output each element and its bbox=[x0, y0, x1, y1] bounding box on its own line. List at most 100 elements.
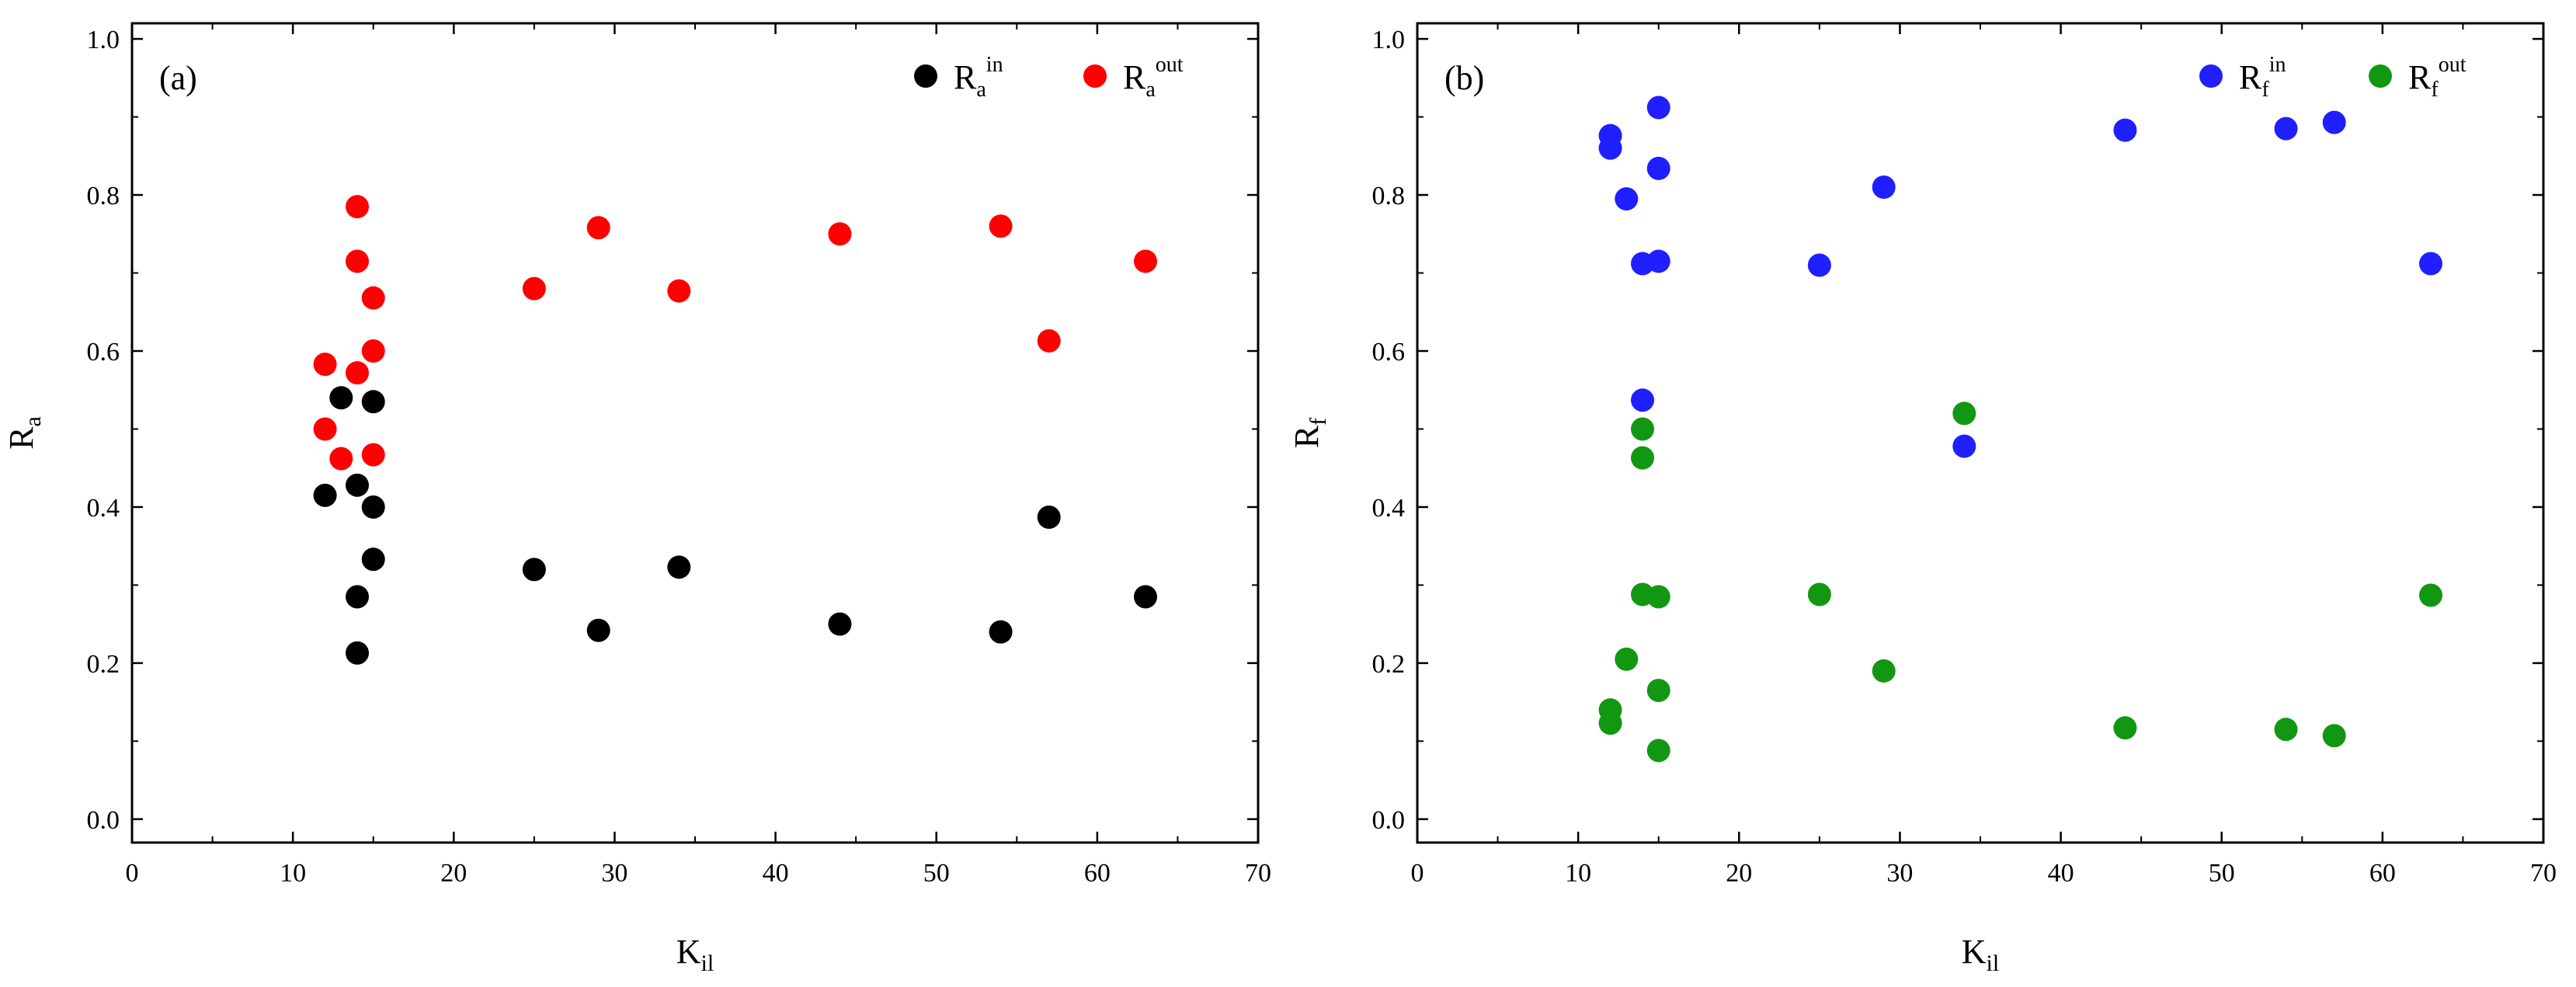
legend-marker bbox=[2199, 64, 2223, 88]
data-point-ra-out bbox=[1134, 249, 1157, 273]
data-point-rf-in bbox=[1646, 249, 1670, 273]
data-point-rf-in bbox=[1646, 156, 1670, 180]
data-point-rf-out bbox=[1872, 659, 1896, 683]
legend-label: Raout bbox=[1123, 53, 1184, 102]
data-point-ra-in bbox=[361, 495, 385, 519]
data-point-ra-out bbox=[313, 353, 337, 377]
legend-label: Rfin bbox=[2239, 53, 2286, 102]
data-point-ra-in bbox=[313, 483, 337, 507]
data-point-ra-in bbox=[828, 612, 852, 636]
x-tick-label: 70 bbox=[1245, 859, 1271, 888]
data-point-ra-in bbox=[1037, 506, 1061, 530]
data-point-ra-in bbox=[989, 620, 1013, 644]
y-tick-label: 0.8 bbox=[87, 182, 120, 210]
data-point-ra-out bbox=[522, 276, 546, 301]
panel-a: 0 10 20 30 40 50 60 70 0.0 0.2 0.4 0.6 0.8 1.0 Kil Ra (a… bbox=[2, 22, 1271, 976]
data-point-rf-in bbox=[1615, 187, 1639, 211]
data-point-ra-out bbox=[667, 279, 691, 303]
x-tick-label: 60 bbox=[1084, 859, 1111, 888]
data-point-rf-out bbox=[1807, 582, 1831, 606]
y-axis-label: Ra bbox=[2, 416, 46, 450]
data-point-rf-out bbox=[1631, 446, 1654, 470]
data-point-rf-out bbox=[2113, 716, 2137, 740]
data-point-rf-out bbox=[2274, 718, 2298, 742]
x-tick-label: 50 bbox=[2209, 859, 2235, 888]
y-tick-label: 0.4 bbox=[87, 494, 120, 523]
data-point-ra-out bbox=[586, 216, 610, 240]
data-point-ra-in bbox=[346, 641, 369, 665]
x-tick-label: 10 bbox=[1565, 859, 1591, 888]
panel-label: (b) bbox=[1444, 59, 1484, 97]
y-tick-label: 0.6 bbox=[87, 338, 120, 367]
y-tick-label: 1.0 bbox=[1372, 26, 1406, 54]
data-point-ra-in bbox=[346, 585, 369, 609]
y-tick-label: 1.0 bbox=[87, 26, 120, 54]
x-tick-label: 20 bbox=[440, 859, 467, 888]
x-tick-label: 60 bbox=[2369, 859, 2396, 888]
y-tick-label: 0.0 bbox=[87, 806, 120, 835]
panel-label: (a) bbox=[159, 59, 197, 97]
y-tick-label: 0.8 bbox=[1372, 182, 1406, 210]
data-point-ra-in bbox=[667, 555, 691, 579]
legend-label: Rfout bbox=[2408, 53, 2466, 102]
data-point-ra-out bbox=[346, 361, 369, 385]
data-point-ra-out bbox=[329, 447, 353, 471]
data-point-ra-out bbox=[313, 417, 337, 441]
data-point-ra-out bbox=[361, 339, 385, 363]
data-point-ra-in bbox=[346, 473, 369, 497]
data-point-ra-out bbox=[1037, 328, 1061, 353]
y-tick-label: 0.6 bbox=[1372, 338, 1406, 367]
y-axis-label: Rf bbox=[1288, 418, 1331, 448]
plot-frame bbox=[130, 22, 1260, 844]
data-point-ra-in bbox=[586, 618, 610, 642]
x-tick-label: 50 bbox=[923, 859, 950, 888]
data-point-ra-in bbox=[361, 547, 385, 572]
x-axis-label: Kil bbox=[1962, 933, 1999, 976]
panel-b: 0 10 20 30 40 50 60 70 0.0 0.2 0.4 0.6 0.8 1.0 Kil Rf (b… bbox=[1288, 22, 2557, 976]
data-point-ra-out bbox=[346, 195, 369, 219]
y-tick-label: 0.2 bbox=[87, 650, 120, 679]
x-tick-label: 10 bbox=[280, 859, 306, 888]
data-point-rf-out bbox=[1615, 647, 1639, 671]
data-point-rf-out bbox=[2322, 724, 2346, 748]
data-point-ra-out bbox=[828, 222, 852, 246]
x-tick-label: 30 bbox=[601, 859, 627, 888]
data-point-ra-in bbox=[329, 386, 353, 410]
data-point-ra-out bbox=[361, 443, 385, 467]
data-point-ra-in bbox=[361, 390, 385, 414]
data-point-rf-in bbox=[2113, 118, 2137, 142]
data-point-rf-in bbox=[1598, 136, 1622, 160]
data-point-rf-out bbox=[1646, 679, 1670, 703]
legend-label: Rain bbox=[954, 53, 1003, 102]
y-tick-label: 0.2 bbox=[1372, 650, 1406, 679]
data-point-rf-in bbox=[1631, 388, 1654, 412]
data-point-rf-out bbox=[2419, 583, 2442, 607]
data-point-ra-out bbox=[361, 286, 385, 310]
data-point-ra-in bbox=[1134, 585, 1157, 609]
data-point-rf-in bbox=[1952, 434, 1976, 458]
x-tick-label: 0 bbox=[126, 859, 139, 888]
data-point-ra-out bbox=[989, 214, 1013, 238]
data-point-ra-out bbox=[346, 249, 369, 273]
x-tick-label: 40 bbox=[763, 859, 789, 888]
data-point-rf-in bbox=[2419, 252, 2442, 276]
x-axis-label: Kil bbox=[676, 933, 714, 976]
y-tick-label: 0.0 bbox=[1372, 806, 1406, 835]
data-point-rf-in bbox=[2322, 110, 2346, 134]
data-point-rf-out bbox=[1952, 401, 1976, 426]
x-tick-label: 20 bbox=[1726, 859, 1752, 888]
data-point-rf-in bbox=[1807, 253, 1831, 277]
y-tick-label: 0.4 bbox=[1372, 494, 1406, 523]
data-point-rf-out bbox=[1646, 585, 1670, 609]
x-tick-label: 0 bbox=[1411, 859, 1424, 888]
x-tick-label: 30 bbox=[1886, 859, 1913, 888]
legend-marker bbox=[1083, 64, 1107, 88]
data-point-rf-out bbox=[1598, 711, 1622, 735]
data-point-rf-in bbox=[2274, 116, 2298, 141]
legend-marker bbox=[2369, 64, 2392, 88]
legend-marker bbox=[914, 64, 937, 88]
data-point-ra-in bbox=[522, 558, 546, 582]
data-point-rf-out bbox=[1646, 739, 1670, 763]
plot-frame bbox=[1416, 22, 2545, 844]
